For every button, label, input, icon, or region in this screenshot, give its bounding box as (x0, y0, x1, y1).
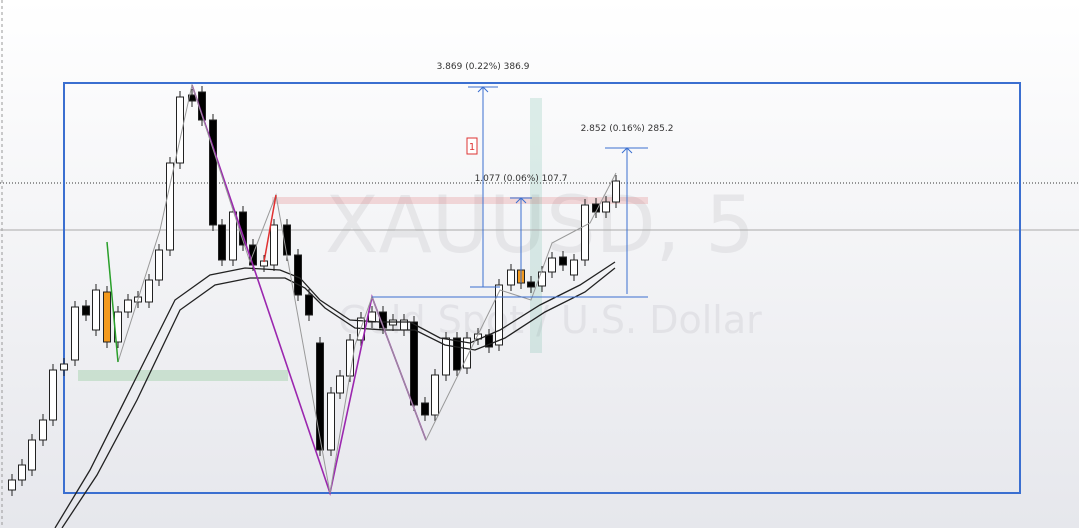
candle (8, 479, 16, 491)
candle (421, 402, 429, 416)
candle (218, 224, 226, 261)
candle (28, 439, 36, 471)
measure-label: 3.869 (0.22%) 386.9 (437, 62, 530, 72)
watermark-symbol: XAUUSD, 5 (325, 181, 755, 271)
candle (145, 279, 153, 303)
candle (527, 281, 535, 288)
candle (92, 289, 100, 331)
marker-box (466, 137, 478, 155)
candles (8, 86, 620, 496)
candle (612, 180, 620, 203)
candle (559, 256, 567, 266)
measure-tool (468, 86, 648, 294)
candle (305, 294, 313, 316)
candle (453, 337, 461, 371)
candle (507, 269, 515, 286)
candle (60, 363, 68, 371)
candle (39, 419, 47, 441)
candle (410, 321, 418, 406)
candle (294, 254, 302, 296)
candle (327, 392, 335, 451)
candle (602, 201, 610, 213)
leg (106, 241, 119, 363)
watermark-description: Gold Spot / U.S. Dollar (338, 298, 762, 342)
candle (229, 211, 237, 261)
moving-average (54, 261, 616, 528)
zone (530, 98, 542, 353)
candle (209, 119, 217, 226)
candle (155, 249, 163, 281)
candle (49, 369, 57, 421)
swing-line (117, 83, 617, 494)
candle (431, 374, 439, 416)
candle (166, 162, 174, 251)
candle (548, 257, 556, 273)
candle (103, 291, 111, 343)
candle (336, 375, 344, 394)
candle (495, 284, 503, 346)
candle (570, 259, 578, 276)
marker-label: 1 (469, 142, 475, 153)
moving-average (61, 267, 616, 528)
candle (82, 305, 90, 316)
candle (71, 306, 79, 361)
candle (270, 224, 278, 266)
measure-label: 2.852 (0.16%) 285.2 (581, 124, 674, 134)
candle (188, 94, 196, 102)
zone (272, 197, 648, 204)
range-box (63, 82, 1021, 494)
candle (442, 337, 450, 376)
zone (78, 370, 288, 381)
candle (18, 464, 26, 481)
candle (538, 271, 546, 287)
candle (581, 204, 589, 261)
leg (263, 194, 277, 263)
candle (368, 311, 376, 323)
candle (176, 96, 184, 164)
candle (463, 337, 471, 369)
candle (316, 342, 324, 451)
candle (124, 299, 132, 313)
measure-label: 1.077 (0.06%) 107.7 (475, 174, 568, 184)
